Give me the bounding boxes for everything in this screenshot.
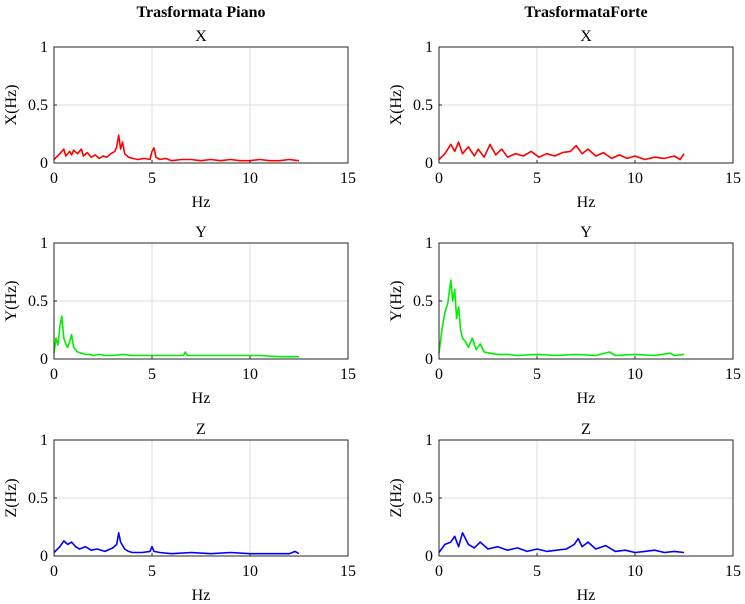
y-tick-label: 0: [425, 351, 433, 368]
x-tick-label: 0: [50, 563, 58, 580]
x-tick-label: 15: [725, 563, 741, 580]
series-line: [53, 315, 299, 358]
y-tick-label: 1: [425, 39, 433, 56]
x-tick-label: 10: [627, 366, 643, 383]
series-line: [438, 141, 685, 161]
y-tick-label: 0.5: [413, 490, 433, 507]
subplot-z-forte: 0 5 10 15 0 0.5 1 Z Hz Z(Hz): [388, 421, 741, 604]
y-tick-label: 0.5: [28, 97, 48, 114]
y-tick-label: 0: [40, 155, 48, 172]
y-tick-label: 1: [40, 39, 48, 56]
subplot-title: X: [580, 28, 592, 45]
y-tick-label: 0: [40, 548, 48, 565]
x-axis-label: Hz: [577, 390, 596, 407]
x-tick-label: 0: [50, 170, 58, 187]
y-tick-label: 0: [425, 548, 433, 565]
y-axis-label: Y(Hz): [388, 281, 405, 322]
x-tick-label: 15: [725, 170, 741, 187]
y-tick-label: 1: [425, 432, 433, 449]
y-tick-label: 0: [425, 155, 433, 172]
column-title-forte: TrasformataForte: [524, 4, 647, 21]
series-line: [53, 531, 300, 555]
y-axis-label: X(Hz): [3, 85, 20, 126]
y-tick-label: 1: [40, 235, 48, 252]
subplot-title: Y: [195, 224, 207, 241]
x-axis-label: Hz: [577, 194, 596, 211]
y-axis-label: X(Hz): [388, 85, 405, 126]
x-tick-label: 5: [148, 563, 156, 580]
x-tick-label: 0: [435, 563, 443, 580]
y-axis-label: Z(Hz): [3, 478, 20, 517]
subplot-y-forte: 0 5 10 15 0 0.5 1 Y Hz Y(Hz): [388, 224, 741, 407]
x-tick-label: 10: [242, 366, 258, 383]
x-tick-label: 15: [340, 170, 356, 187]
y-tick-label: 0.5: [413, 97, 433, 114]
subplot-title: Y: [580, 224, 592, 241]
x-tick-label: 0: [435, 170, 443, 187]
y-axis-label: Z(Hz): [388, 478, 405, 517]
series-line: [53, 134, 300, 162]
x-tick-label: 10: [242, 170, 258, 187]
subplot-x-forte: 0 5 10 15 0 0.5 1 X Hz X(Hz): [388, 28, 741, 211]
x-tick-label: 10: [627, 563, 643, 580]
series-line: [438, 279, 685, 357]
x-tick-label: 5: [533, 366, 541, 383]
x-tick-label: 15: [725, 366, 741, 383]
x-tick-label: 15: [340, 366, 356, 383]
column-title-piano: Trasformata Piano: [136, 4, 265, 21]
x-axis-label: Hz: [192, 390, 211, 407]
subplot-title: X: [195, 28, 207, 45]
series-line: [438, 531, 685, 554]
y-tick-label: 1: [425, 235, 433, 252]
y-tick-label: 0.5: [28, 490, 48, 507]
x-tick-label: 10: [627, 170, 643, 187]
x-axis-label: Hz: [577, 587, 596, 604]
y-tick-label: 1: [40, 432, 48, 449]
x-tick-label: 5: [148, 170, 156, 187]
x-tick-label: 15: [340, 563, 356, 580]
y-tick-label: 0.5: [413, 293, 433, 310]
subplot-x-piano: 0 5 10 15 0 0.5 1 X Hz X(Hz): [3, 28, 356, 211]
y-tick-label: 0.5: [28, 293, 48, 310]
x-tick-label: 10: [242, 563, 258, 580]
subplot-y-piano: 0 5 10 15 0 0.5 1 Y Hz Y(Hz): [3, 224, 356, 407]
x-axis-label: Hz: [192, 194, 211, 211]
subplot-z-piano: 0 5 10 15 0 0.5 1 Z Hz Z(Hz): [3, 421, 356, 604]
x-tick-label: 0: [435, 366, 443, 383]
x-tick-label: 0: [50, 366, 58, 383]
x-axis-label: Hz: [192, 587, 211, 604]
y-axis-label: Y(Hz): [3, 281, 20, 322]
x-tick-label: 5: [533, 170, 541, 187]
subplot-title: Z: [196, 421, 206, 438]
x-tick-label: 5: [148, 366, 156, 383]
x-tick-label: 5: [533, 563, 541, 580]
y-tick-label: 0: [40, 351, 48, 368]
subplot-title: Z: [581, 421, 591, 438]
